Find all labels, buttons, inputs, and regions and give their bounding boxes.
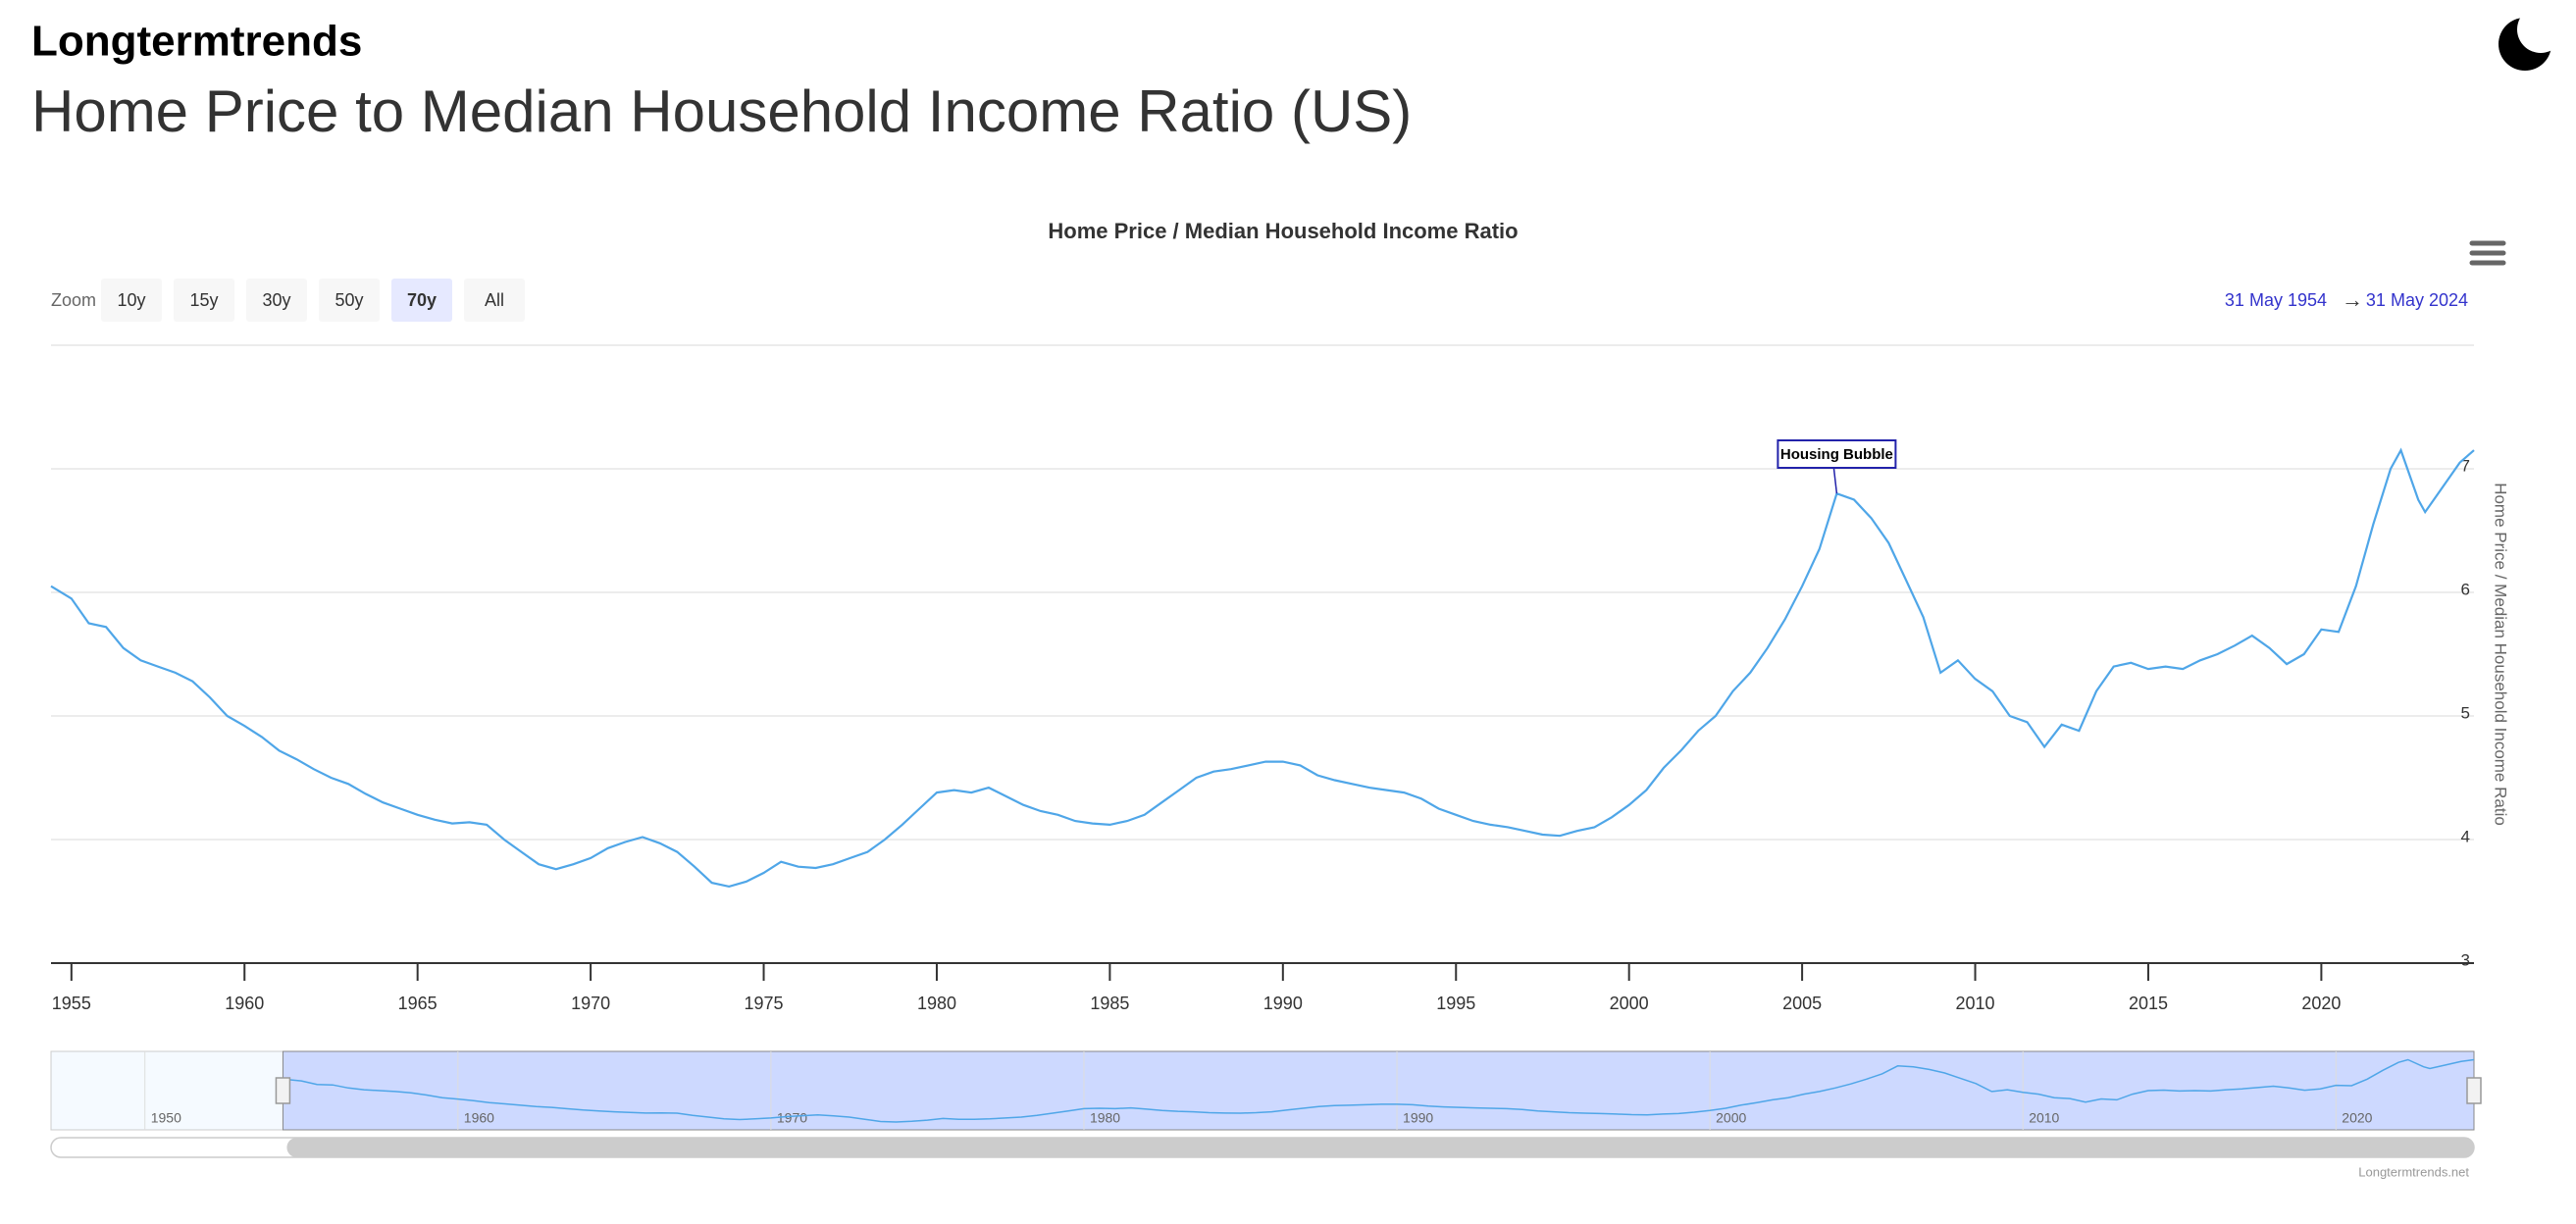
x-tick-label: 2015 bbox=[2129, 994, 2168, 1013]
zoom-button-bg bbox=[464, 279, 525, 322]
navigator-tick-label: 1980 bbox=[1090, 1110, 1120, 1126]
navigator-tick-label: 2000 bbox=[1716, 1110, 1746, 1126]
zoom-button[interactable]: All bbox=[464, 279, 525, 322]
zoom-button[interactable]: 10y bbox=[101, 279, 162, 322]
y-axis-label: Home Price / Median Household Income Rat… bbox=[2492, 483, 2510, 826]
x-tick-label: 1990 bbox=[1263, 994, 1303, 1013]
scrollbar-thumb[interactable] bbox=[286, 1138, 2474, 1157]
annotation-box bbox=[1777, 439, 1897, 469]
theme-toggle[interactable] bbox=[2499, 6, 2564, 71]
y-tick-label: 4 bbox=[2461, 827, 2470, 845]
x-tick-label: 2010 bbox=[1956, 994, 1995, 1013]
moon-cut bbox=[2517, 6, 2564, 53]
zoom-button-label: All bbox=[485, 290, 504, 310]
site-name[interactable]: Longtermtrends bbox=[31, 18, 362, 66]
x-tick-label: 1975 bbox=[745, 994, 784, 1013]
x-tick-label: 2000 bbox=[1610, 994, 1649, 1013]
page-title: Home Price to Median Household Income Ra… bbox=[31, 78, 1412, 144]
zoom-button[interactable]: 50y bbox=[319, 279, 380, 322]
range-from[interactable]: 31 May 1954 bbox=[2225, 290, 2327, 310]
footer-credit[interactable]: Longtermtrends.net bbox=[2358, 1164, 2469, 1179]
navigator-tick-label: 2010 bbox=[2029, 1110, 2059, 1126]
x-tick-label: 1960 bbox=[225, 994, 264, 1013]
zoom-button-bg bbox=[319, 279, 380, 322]
y-tick-label: 5 bbox=[2461, 703, 2470, 722]
range-arrow: → bbox=[2342, 287, 2363, 312]
x-tick-label: 2020 bbox=[2301, 994, 2341, 1013]
navigator-tick-label: 1970 bbox=[777, 1110, 807, 1126]
x-tick-label: 1970 bbox=[571, 994, 610, 1013]
x-tick-label: 1980 bbox=[917, 994, 956, 1013]
navigator-handle[interactable] bbox=[2466, 1077, 2482, 1104]
y-tick-label: 7 bbox=[2461, 456, 2470, 475]
zoom-button-bg bbox=[101, 279, 162, 322]
navigator-line bbox=[283, 1058, 2475, 1123]
zoom-button-bg bbox=[174, 279, 234, 322]
navigator-handle[interactable] bbox=[275, 1077, 291, 1104]
zoom-button-label: 30y bbox=[262, 290, 290, 310]
navigator-tick-label: 1990 bbox=[1403, 1110, 1433, 1126]
zoom-button[interactable]: 30y bbox=[246, 279, 307, 322]
zoom-button-label: 15y bbox=[189, 290, 218, 310]
annotation-label: Housing Bubble bbox=[1780, 446, 1893, 463]
x-tick-label: 1965 bbox=[398, 994, 438, 1013]
zoom-button-label: 50y bbox=[335, 290, 363, 310]
navigator-tick-label: 1950 bbox=[151, 1110, 181, 1126]
navigator-tick-label: 2020 bbox=[2342, 1110, 2372, 1126]
y-tick-label: 6 bbox=[2461, 580, 2470, 598]
range-to[interactable]: 31 May 2024 bbox=[2366, 290, 2468, 310]
zoom-button-label: 70y bbox=[407, 290, 437, 310]
x-tick-label: 1985 bbox=[1090, 994, 1129, 1013]
zoom-button-label: 10y bbox=[117, 290, 145, 310]
zoom-button[interactable]: 70y bbox=[391, 279, 452, 322]
zoom-button-bg bbox=[246, 279, 307, 322]
zoom-label: Zoom bbox=[51, 290, 96, 310]
x-tick-label: 1995 bbox=[1436, 994, 1475, 1013]
navigator-bg bbox=[50, 1050, 2475, 1131]
x-tick-label: 2005 bbox=[1782, 994, 1822, 1013]
x-tick-label: 1955 bbox=[52, 994, 91, 1013]
zoom-button-bg bbox=[391, 279, 452, 322]
menu-button[interactable] bbox=[2469, 240, 2506, 266]
data-line bbox=[50, 447, 2475, 889]
navigator-tick-label: 1960 bbox=[464, 1110, 494, 1126]
chart-title: Home Price / Median Household Income Rat… bbox=[1048, 219, 1518, 243]
y-tick-label: 3 bbox=[2461, 950, 2470, 969]
annotation-connector bbox=[1832, 467, 1838, 494]
zoom-button[interactable]: 15y bbox=[174, 279, 234, 322]
